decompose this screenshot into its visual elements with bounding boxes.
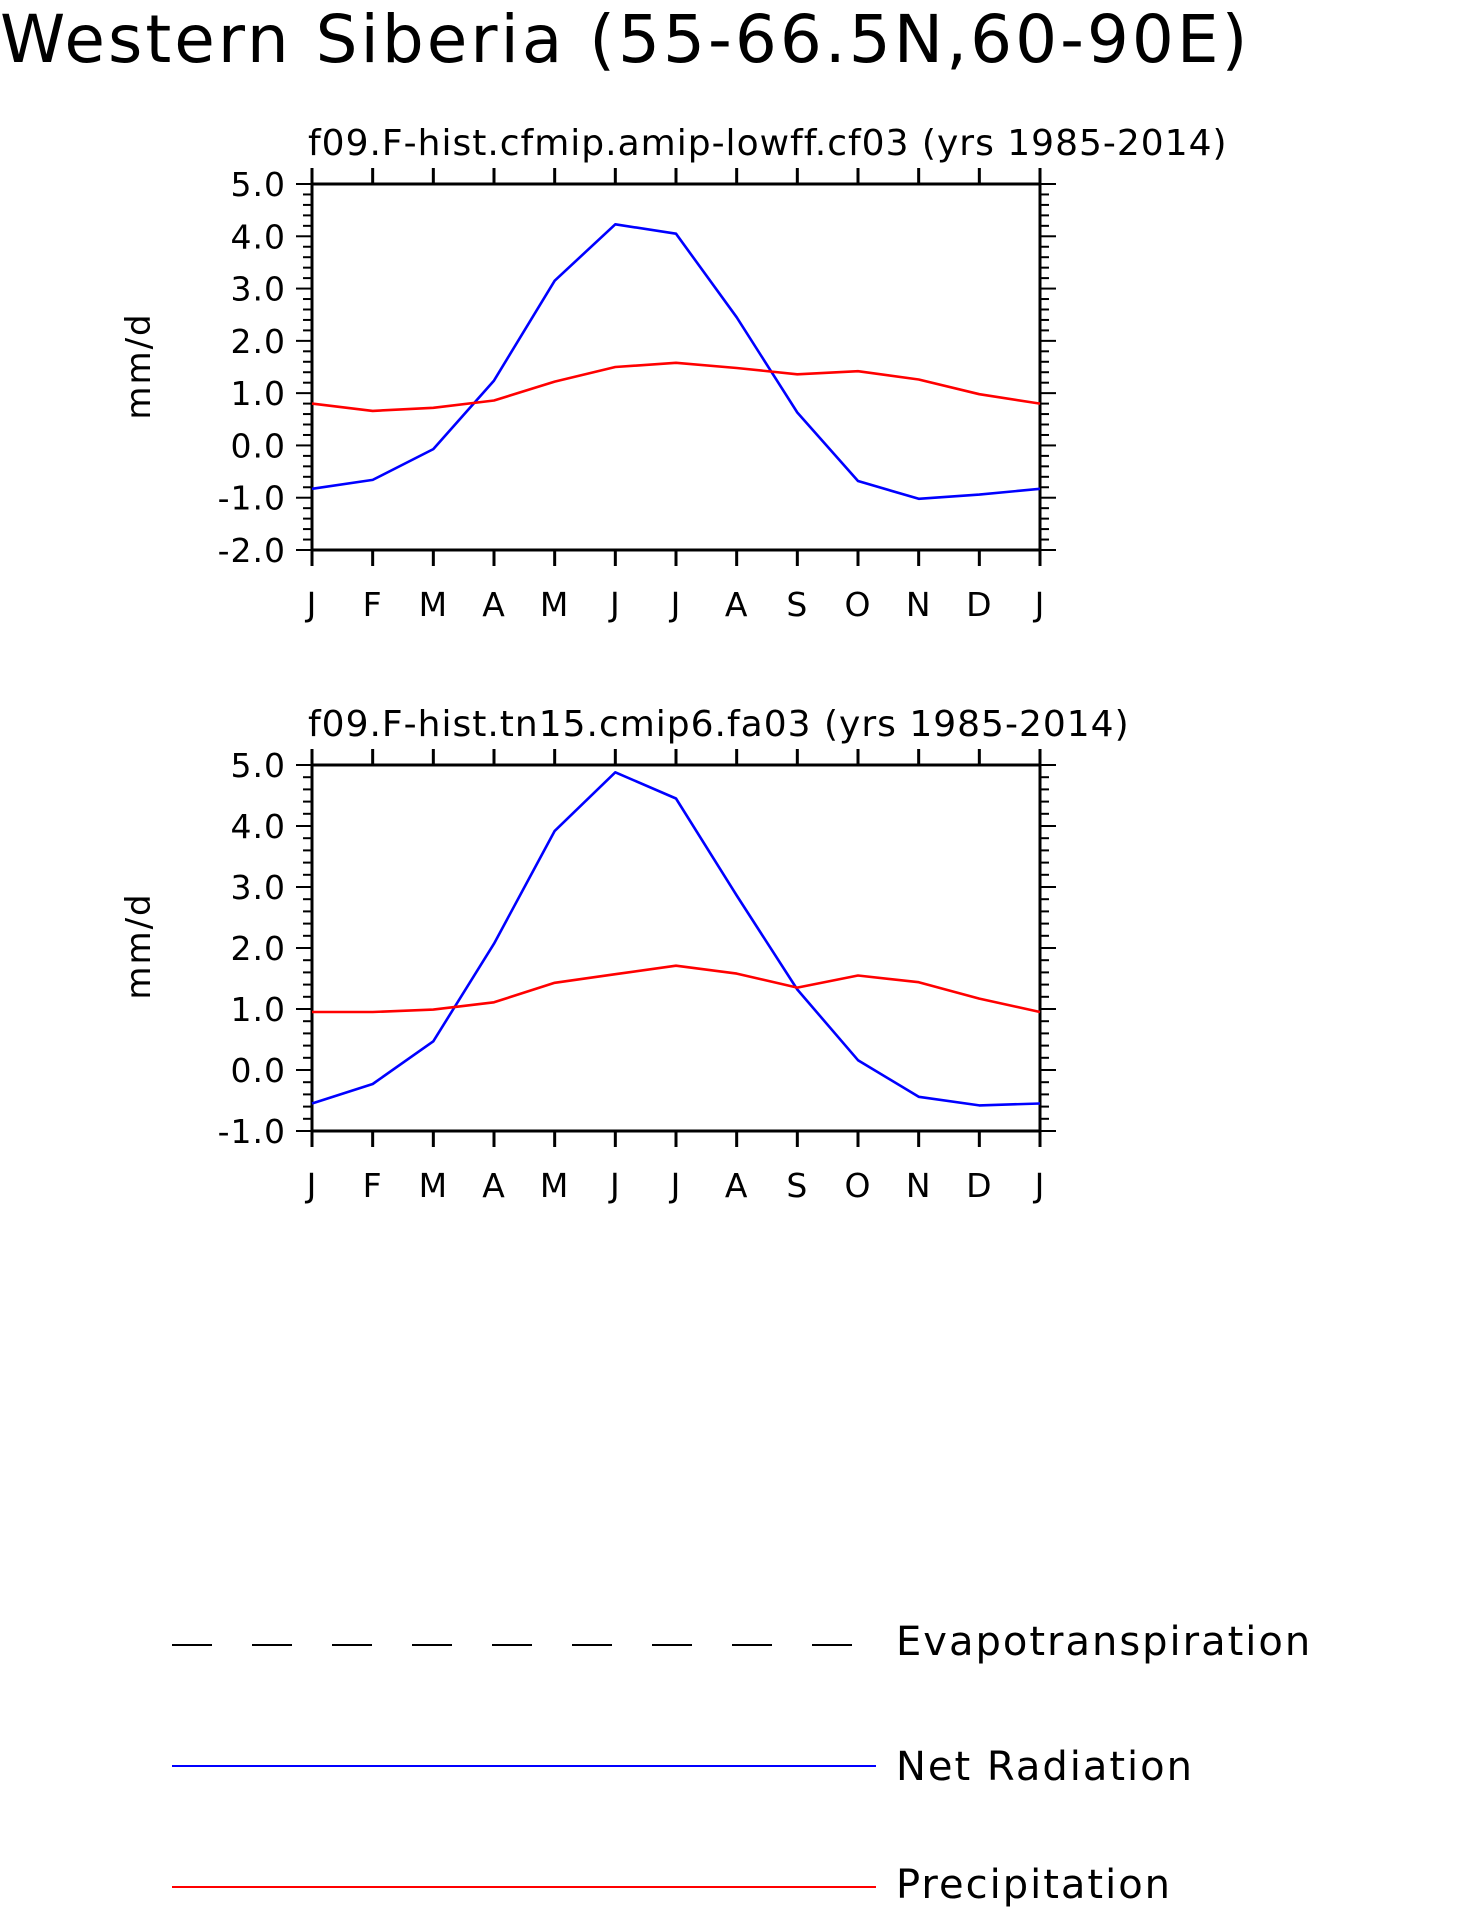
x-tick-label: F	[363, 585, 383, 624]
x-tick-label: J	[669, 1166, 682, 1205]
x-tick-label: J	[1033, 1166, 1046, 1205]
x-tick-label: S	[786, 1166, 808, 1205]
legend-label: Evapotranspiration	[896, 1619, 1312, 1665]
y-tick-label: 1.0	[231, 990, 286, 1029]
x-tick-label: O	[845, 1166, 872, 1205]
x-tick-label: D	[966, 585, 992, 624]
x-tick-label: J	[669, 585, 682, 624]
y-tick-label: 5.0	[231, 746, 286, 785]
x-tick-label: A	[482, 585, 506, 624]
x-tick-label: J	[608, 585, 621, 624]
y-tick-label: 0.0	[231, 426, 286, 465]
x-tick-label: O	[845, 585, 872, 624]
x-tick-label: M	[540, 1166, 569, 1205]
y-tick-label: 3.0	[231, 270, 286, 309]
x-tick-label: A	[482, 1166, 506, 1205]
figure-title: Western Siberia (55-66.5N,60-90E)	[0, 1, 1250, 78]
series-line-precipitation	[311, 361, 1041, 413]
x-tick-label: J	[305, 585, 318, 624]
x-tick-label: S	[786, 585, 808, 624]
legend-item-net-radiation: Net Radiation	[172, 1744, 1194, 1790]
y-tick-label: 5.0	[231, 165, 286, 204]
series-line-net-radiation	[311, 770, 1041, 1107]
y-axis-label: mm/d	[119, 892, 159, 999]
x-tick-label: J	[1033, 585, 1046, 624]
y-tick-label: -1.0	[218, 1112, 286, 1151]
x-tick-label: F	[363, 1166, 383, 1205]
x-tick-label: D	[966, 1166, 992, 1205]
legend-item-evapotranspiration: Evapotranspiration	[172, 1619, 1312, 1665]
x-tick-label: J	[608, 1166, 621, 1205]
y-axis-label: mm/d	[119, 312, 159, 419]
series-line-precipitation	[312, 964, 1041, 1014]
x-tick-label: M	[419, 1166, 448, 1205]
y-tick-label: -2.0	[218, 531, 286, 570]
x-tick-label: M	[419, 585, 448, 624]
x-tick-label: J	[305, 1166, 318, 1205]
panel-top: f09.F-hist.cfmip.amip-lowff.cf03 (yrs 19…	[119, 123, 1228, 624]
series-line-net-radiation	[311, 223, 1041, 501]
x-tick-label: N	[906, 585, 932, 624]
x-tick-label: A	[725, 1166, 749, 1205]
y-tick-label: 3.0	[231, 868, 286, 907]
legend-label: Precipitation	[896, 1862, 1172, 1908]
y-tick-label: 1.0	[231, 374, 286, 413]
y-tick-label: 4.0	[231, 217, 286, 256]
legend: Evapotranspiration Net Radiation Precipi…	[172, 1619, 1312, 1908]
legend-item-precipitation: Precipitation	[172, 1862, 1172, 1908]
y-tick-label: 4.0	[231, 807, 286, 846]
x-tick-label: M	[540, 585, 569, 624]
plot-frame	[310, 182, 1042, 552]
x-tick-label: N	[906, 1166, 932, 1205]
panel-bottom: f09.F-hist.tn15.cmip6.fa03 (yrs 1985-201…	[119, 704, 1130, 1205]
plot-frame	[310, 763, 1042, 1133]
legend-label: Net Radiation	[896, 1744, 1194, 1790]
panel-title: f09.F-hist.cfmip.amip-lowff.cf03 (yrs 19…	[308, 123, 1228, 164]
y-tick-label: 0.0	[231, 1051, 286, 1090]
y-tick-label: -1.0	[218, 479, 286, 518]
panel-title: f09.F-hist.tn15.cmip6.fa03 (yrs 1985-201…	[308, 704, 1130, 745]
x-tick-label: A	[725, 585, 749, 624]
y-tick-label: 2.0	[231, 322, 286, 361]
y-tick-label: 2.0	[231, 929, 286, 968]
